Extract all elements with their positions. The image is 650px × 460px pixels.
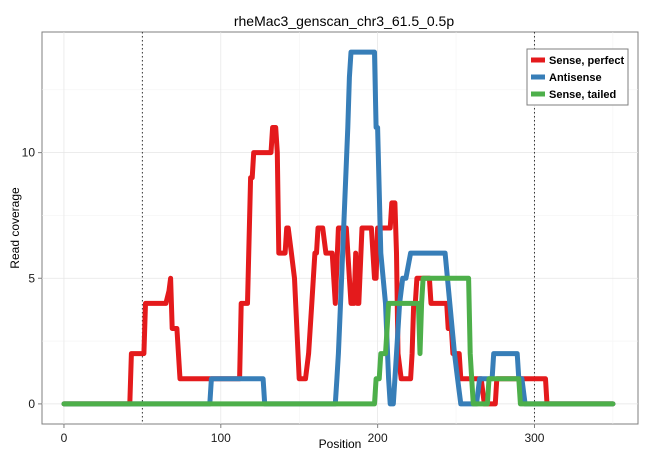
- y-tick-label: 10: [22, 146, 36, 160]
- x-tick-label: 200: [368, 431, 388, 445]
- y-axis-title: Read coverage: [8, 187, 22, 269]
- legend: Sense, perfect Antisense Sense, tailed: [526, 48, 629, 106]
- series-lines: [61, 49, 616, 407]
- series-line-1: [61, 125, 616, 407]
- x-tick-label: 100: [211, 431, 231, 445]
- y-axis-ticks: 0 5 10: [22, 146, 42, 411]
- x-tick-label: 300: [524, 431, 544, 445]
- x-axis-title: Position: [319, 437, 362, 451]
- x-tick-label: 0: [61, 431, 68, 445]
- series-line-3: [61, 275, 616, 407]
- y-tick-label: 5: [28, 271, 35, 285]
- y-tick-label: 0: [28, 397, 35, 411]
- legend-label-3: Sense, tailed: [549, 89, 616, 101]
- legend-label-2: Antisense: [549, 72, 602, 84]
- chart-title: rheMac3_genscan_chr3_61.5_0.5p: [234, 13, 454, 29]
- x-axis-ticks: 0 100 200 300: [61, 424, 545, 445]
- legend-label-1: Sense, perfect: [549, 55, 625, 67]
